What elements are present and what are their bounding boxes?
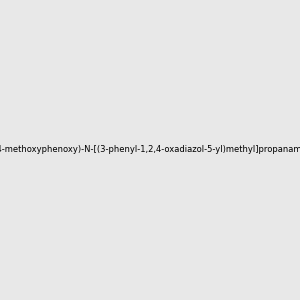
Text: 2-(4-methoxyphenoxy)-N-[(3-phenyl-1,2,4-oxadiazol-5-yl)methyl]propanamide: 2-(4-methoxyphenoxy)-N-[(3-phenyl-1,2,4-…	[0, 146, 300, 154]
